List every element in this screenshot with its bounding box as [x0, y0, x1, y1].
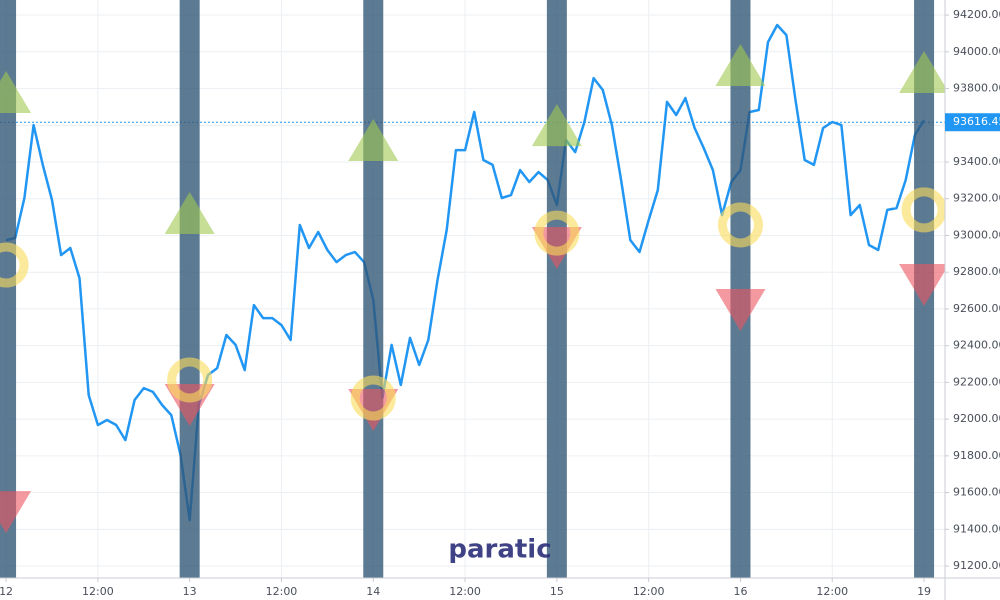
x-tick-label: 12:00: [82, 585, 114, 598]
x-tick-label: 12: [0, 585, 13, 598]
sell-signal: [715, 289, 766, 332]
y-tick-label: 92000.00: [953, 412, 1000, 425]
x-tick-label: 16: [733, 585, 747, 598]
y-tick-label: 93400.00: [953, 155, 1000, 168]
session-bar: [0, 0, 17, 578]
x-tick-label: 19: [917, 585, 931, 598]
y-tick-label: 94200.00: [953, 8, 1000, 21]
y-tick-label: 91800.00: [953, 449, 1000, 462]
x-tick-label: 14: [366, 585, 380, 598]
circle-signal: [901, 187, 947, 233]
circle-signal: [534, 210, 580, 256]
session-bar: [730, 0, 751, 578]
sell-signal: [348, 388, 399, 431]
watermark: paratic: [448, 535, 551, 565]
buy-signal: [348, 118, 399, 161]
x-tick-label: 15: [550, 585, 564, 598]
signals: [0, 44, 950, 534]
y-tick-label: 93000.00: [953, 228, 1000, 241]
buy-signal: [715, 44, 766, 87]
session-bar: [546, 0, 567, 578]
sell-signal: [0, 491, 32, 534]
buy-signal: [0, 71, 32, 114]
y-axis-panel: [945, 0, 1000, 600]
y-tick-label: 91600.00: [953, 486, 1000, 499]
x-axis-panel: [0, 578, 1000, 600]
sell-signal: [899, 264, 950, 307]
y-tick-label: 92400.00: [953, 339, 1000, 352]
x-tick-label: 12:00: [266, 585, 298, 598]
y-tick-label: 93200.00: [953, 192, 1000, 205]
session-bar: [363, 0, 384, 578]
grid: [0, 0, 945, 578]
price-line: [5, 23, 926, 522]
y-tick-label: 92200.00: [953, 375, 1000, 388]
buy-signal: [531, 104, 582, 147]
y-tick-label: 91400.00: [953, 522, 1000, 535]
x-tick-label: 12:00: [816, 585, 848, 598]
y-tick-label: 92800.00: [953, 265, 1000, 278]
y-tick-label: 91200.00: [953, 559, 1000, 572]
y-tick-label: 93800.00: [953, 82, 1000, 95]
last-price-label: 93616.45: [953, 115, 1000, 128]
plot: [0, 23, 945, 522]
session-bar: [179, 0, 200, 578]
circle-signal: [167, 357, 213, 403]
x-tick-label: 12:00: [633, 585, 665, 598]
x-tick-label: 12:00: [449, 585, 481, 598]
x-tick-label: 13: [183, 585, 197, 598]
circle-signal: [717, 202, 763, 248]
y-tick-label: 92600.00: [953, 302, 1000, 315]
buy-signal: [164, 192, 215, 235]
buy-signal: [899, 50, 950, 93]
y-tick-label: 94000.00: [953, 45, 1000, 58]
circle-signal: [0, 242, 29, 288]
last-price-box: [945, 113, 1000, 132]
circle-signal: [350, 375, 396, 421]
